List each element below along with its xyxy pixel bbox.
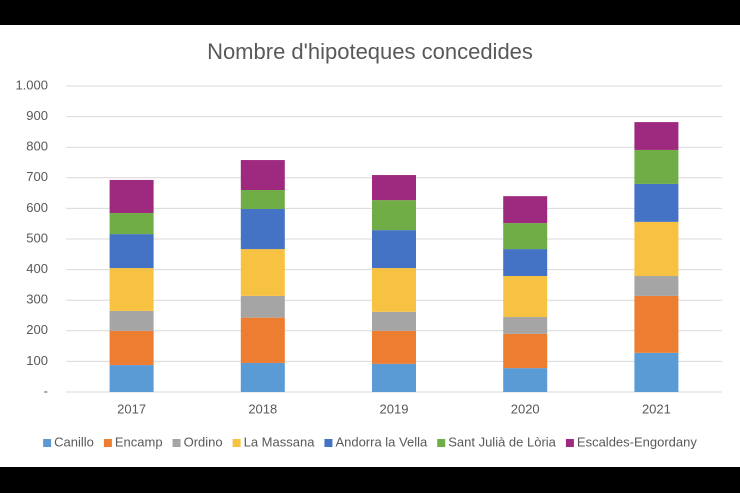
y-tick-label: 500 <box>26 230 48 245</box>
chart-title: Nombre d'hipoteques concedides <box>207 39 533 64</box>
y-tick-label: 300 <box>26 292 48 307</box>
bar-segment <box>372 330 416 364</box>
y-tick-label: - <box>44 383 48 398</box>
y-tick-label: 900 <box>26 108 48 123</box>
bar-segment <box>634 352 679 392</box>
y-tick-label: 700 <box>26 169 48 184</box>
bar-segment <box>503 196 548 224</box>
bar-segment <box>240 160 285 191</box>
legend-label: Encamp <box>115 434 163 449</box>
legend-label: Escaldes-Engordany <box>577 434 697 449</box>
bar-segment <box>109 365 154 392</box>
legend-label: Canillo <box>54 434 94 449</box>
legend-label: Sant Julià de Lòria <box>448 434 556 449</box>
letterbox-top <box>0 0 740 25</box>
legend-label: La Massana <box>244 434 316 449</box>
bar-segment <box>109 212 154 235</box>
bar-segment <box>634 295 679 353</box>
y-tick-label: 1.000 <box>15 77 48 92</box>
y-tick-label: 100 <box>26 353 48 368</box>
x-tick-label: 2020 <box>511 401 540 416</box>
bar-segment <box>503 223 548 250</box>
legend-swatch <box>232 439 241 447</box>
bar-segment <box>503 368 548 392</box>
bar-segment <box>109 179 154 213</box>
legend-swatch <box>565 439 574 447</box>
legend-swatch <box>324 439 333 447</box>
y-tick-label: 800 <box>26 139 48 154</box>
y-tick-label: 400 <box>26 261 48 276</box>
legend-label: Andorra la Vella <box>335 434 428 449</box>
bar-segment <box>372 230 416 269</box>
y-tick-label: 600 <box>26 200 48 215</box>
bar-segment <box>372 268 416 312</box>
bar-segment <box>109 310 154 331</box>
bar-segment <box>240 362 285 392</box>
bar-segment <box>240 209 285 250</box>
bar-segment <box>634 122 679 150</box>
y-tick-label: 200 <box>26 322 48 337</box>
bar-segment <box>634 221 679 277</box>
x-tick-label: 2018 <box>248 401 277 416</box>
bar-segment <box>240 190 285 210</box>
bar-segment <box>240 317 285 363</box>
bar-segment <box>109 330 154 366</box>
bar-segment <box>372 200 416 231</box>
bar-segment <box>109 234 154 269</box>
legend-swatch <box>172 439 181 447</box>
bar-segment <box>634 183 679 222</box>
x-tick-label: 2019 <box>380 401 409 416</box>
legend-swatch <box>103 439 112 447</box>
bar-segment <box>503 249 548 277</box>
bar-segment <box>372 175 416 201</box>
bar-segment <box>109 268 154 311</box>
legend-swatch <box>437 439 446 447</box>
legend-label: Ordino <box>184 434 223 449</box>
x-tick-label: 2017 <box>117 401 146 416</box>
legend-swatch <box>43 439 52 447</box>
bar-segment <box>372 363 416 392</box>
bar-segment <box>240 295 285 318</box>
bar-segment <box>240 249 285 296</box>
bar-segment <box>503 317 548 334</box>
bar-segment <box>503 276 548 318</box>
x-tick-label: 2021 <box>642 401 671 416</box>
bar-segment <box>634 276 679 296</box>
letterbox-bottom <box>0 467 740 493</box>
bar-segment <box>503 333 548 369</box>
bar-segment <box>372 311 416 331</box>
bar-segment <box>634 149 679 184</box>
